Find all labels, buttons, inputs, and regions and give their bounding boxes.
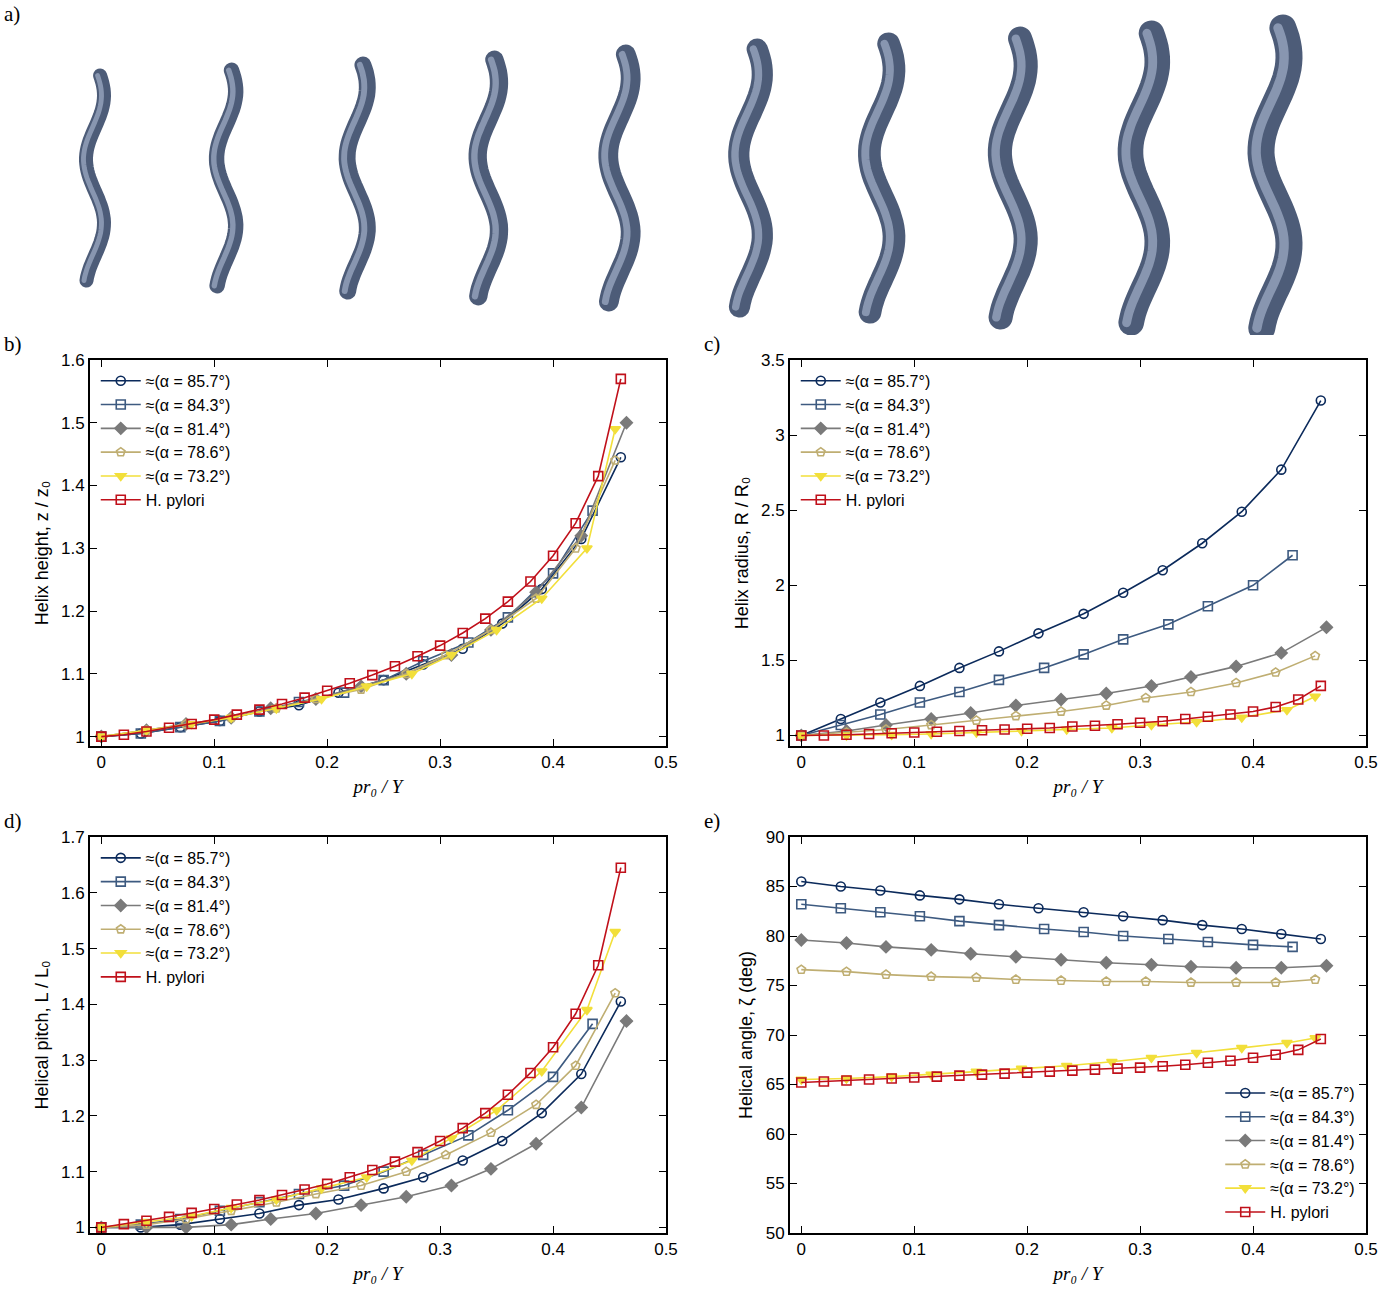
svg-text:pr₀ / Y: pr₀ / Y: [352, 776, 405, 797]
svg-text:90: 90: [766, 828, 785, 847]
svg-text:≈(α = 84.3°): ≈(α = 84.3°): [146, 397, 230, 414]
svg-text:1.3: 1.3: [61, 539, 85, 558]
svg-text:0: 0: [797, 753, 806, 772]
html-text:e): e): [704, 809, 721, 833]
svg-text:≈(α = 84.3°): ≈(α = 84.3°): [146, 874, 230, 891]
svg-text:≈(α = 85.7°): ≈(α = 85.7°): [846, 373, 930, 390]
svg-text:65: 65: [766, 1075, 785, 1094]
svg-text:≈(α = 81.4°): ≈(α = 81.4°): [146, 421, 230, 438]
svg-text:H. pylori: H. pylori: [146, 969, 205, 986]
svg-text:1.6: 1.6: [61, 351, 85, 370]
svg-text:1.5: 1.5: [61, 940, 85, 959]
svg-text:1.7: 1.7: [61, 828, 85, 847]
svg-text:1.2: 1.2: [61, 602, 85, 621]
html-text:d): d): [4, 809, 22, 833]
svg-text:1.1: 1.1: [61, 1163, 85, 1182]
svg-text:0.5: 0.5: [654, 753, 678, 772]
svg-text:50: 50: [766, 1224, 785, 1243]
svg-text:0.1: 0.1: [202, 1240, 226, 1259]
svg-text:≈(α = 78.6°): ≈(α = 78.6°): [1270, 1157, 1354, 1174]
svg-text:1: 1: [775, 726, 784, 745]
html-text:c): c): [704, 332, 721, 356]
svg-text:0.4: 0.4: [541, 753, 565, 772]
svg-text:Helical pitch, L / L₀: Helical pitch, L / L₀: [32, 961, 52, 1110]
svg-text:1.6: 1.6: [61, 884, 85, 903]
svg-text:≈(α = 81.4°): ≈(α = 81.4°): [1270, 1133, 1354, 1150]
svg-text:0: 0: [97, 1240, 106, 1259]
svg-text:H. pylori: H. pylori: [1270, 1204, 1329, 1221]
svg-text:≈(α = 73.2°): ≈(α = 73.2°): [1270, 1180, 1354, 1197]
svg-text:0.3: 0.3: [428, 1240, 452, 1259]
svg-text:0: 0: [97, 753, 106, 772]
svg-text:≈(α = 81.4°): ≈(α = 81.4°): [146, 898, 230, 915]
svg-text:2: 2: [775, 576, 784, 595]
svg-text:0.4: 0.4: [1241, 1240, 1265, 1259]
svg-text:3.5: 3.5: [761, 351, 785, 370]
svg-text:≈(α = 73.2°): ≈(α = 73.2°): [846, 468, 930, 485]
svg-text:0.1: 0.1: [202, 753, 226, 772]
svg-text:Helix radius, R / R₀: Helix radius, R / R₀: [732, 477, 752, 630]
svg-text:0.2: 0.2: [1015, 753, 1039, 772]
svg-text:pr₀ / Y: pr₀ / Y: [1052, 776, 1105, 797]
svg-text:1.3: 1.3: [61, 1051, 85, 1070]
svg-text:0.4: 0.4: [1241, 753, 1265, 772]
svg-text:0.1: 0.1: [902, 753, 926, 772]
svg-text:≈(α = 85.7°): ≈(α = 85.7°): [1270, 1085, 1354, 1102]
svg-text:H. pylori: H. pylori: [846, 492, 905, 509]
svg-text:pr₀ / Y: pr₀ / Y: [1052, 1263, 1105, 1284]
svg-text:0.3: 0.3: [1128, 753, 1152, 772]
svg-text:0.5: 0.5: [1354, 753, 1378, 772]
svg-text:≈(α = 81.4°): ≈(α = 81.4°): [846, 421, 930, 438]
svg-text:1.5: 1.5: [61, 414, 85, 433]
svg-text:60: 60: [766, 1125, 785, 1144]
svg-text:≈(α = 85.7°): ≈(α = 85.7°): [146, 850, 230, 867]
svg-text:1.1: 1.1: [61, 665, 85, 684]
svg-text:75: 75: [766, 976, 785, 995]
svg-text:≈(α = 78.6°): ≈(α = 78.6°): [146, 922, 230, 939]
svg-text:0.3: 0.3: [428, 753, 452, 772]
svg-text:≈(α = 73.2°): ≈(α = 73.2°): [146, 945, 230, 962]
svg-text:55: 55: [766, 1174, 785, 1193]
svg-text:0.2: 0.2: [1015, 1240, 1039, 1259]
svg-text:85: 85: [766, 877, 785, 896]
svg-text:0.1: 0.1: [902, 1240, 926, 1259]
svg-text:≈(α = 84.3°): ≈(α = 84.3°): [846, 397, 930, 414]
svg-text:1.4: 1.4: [61, 995, 85, 1014]
svg-text:2.5: 2.5: [761, 501, 785, 520]
svg-text:0.4: 0.4: [541, 1240, 565, 1259]
svg-text:≈(α = 85.7°): ≈(α = 85.7°): [146, 373, 230, 390]
svg-text:Helical angle, ζ (deg): Helical angle, ζ (deg): [736, 951, 756, 1119]
svg-text:≈(α = 78.6°): ≈(α = 78.6°): [846, 444, 930, 461]
svg-text:1.4: 1.4: [61, 476, 85, 495]
svg-text:0.5: 0.5: [654, 1240, 678, 1259]
svg-text:Helix height, z / z₀: Helix height, z / z₀: [32, 481, 52, 626]
svg-text:3: 3: [775, 426, 784, 445]
svg-text:≈(α = 84.3°): ≈(α = 84.3°): [1270, 1109, 1354, 1126]
html-text:b): b): [4, 332, 22, 356]
html-text:a): a): [4, 2, 21, 26]
svg-text:0.2: 0.2: [315, 753, 339, 772]
svg-text:1.5: 1.5: [761, 651, 785, 670]
svg-text:≈(α = 73.2°): ≈(α = 73.2°): [146, 468, 230, 485]
svg-text:0.5: 0.5: [1354, 1240, 1378, 1259]
svg-text:H. pylori: H. pylori: [146, 492, 205, 509]
svg-text:≈(α = 78.6°): ≈(α = 78.6°): [146, 444, 230, 461]
svg-text:0.2: 0.2: [315, 1240, 339, 1259]
svg-text:1.2: 1.2: [61, 1107, 85, 1126]
svg-text:1: 1: [75, 1218, 84, 1237]
svg-text:1: 1: [75, 728, 84, 747]
svg-text:pr₀ / Y: pr₀ / Y: [352, 1263, 405, 1284]
svg-text:70: 70: [766, 1026, 785, 1045]
svg-text:80: 80: [766, 927, 785, 946]
svg-text:0.3: 0.3: [1128, 1240, 1152, 1259]
svg-text:0: 0: [797, 1240, 806, 1259]
